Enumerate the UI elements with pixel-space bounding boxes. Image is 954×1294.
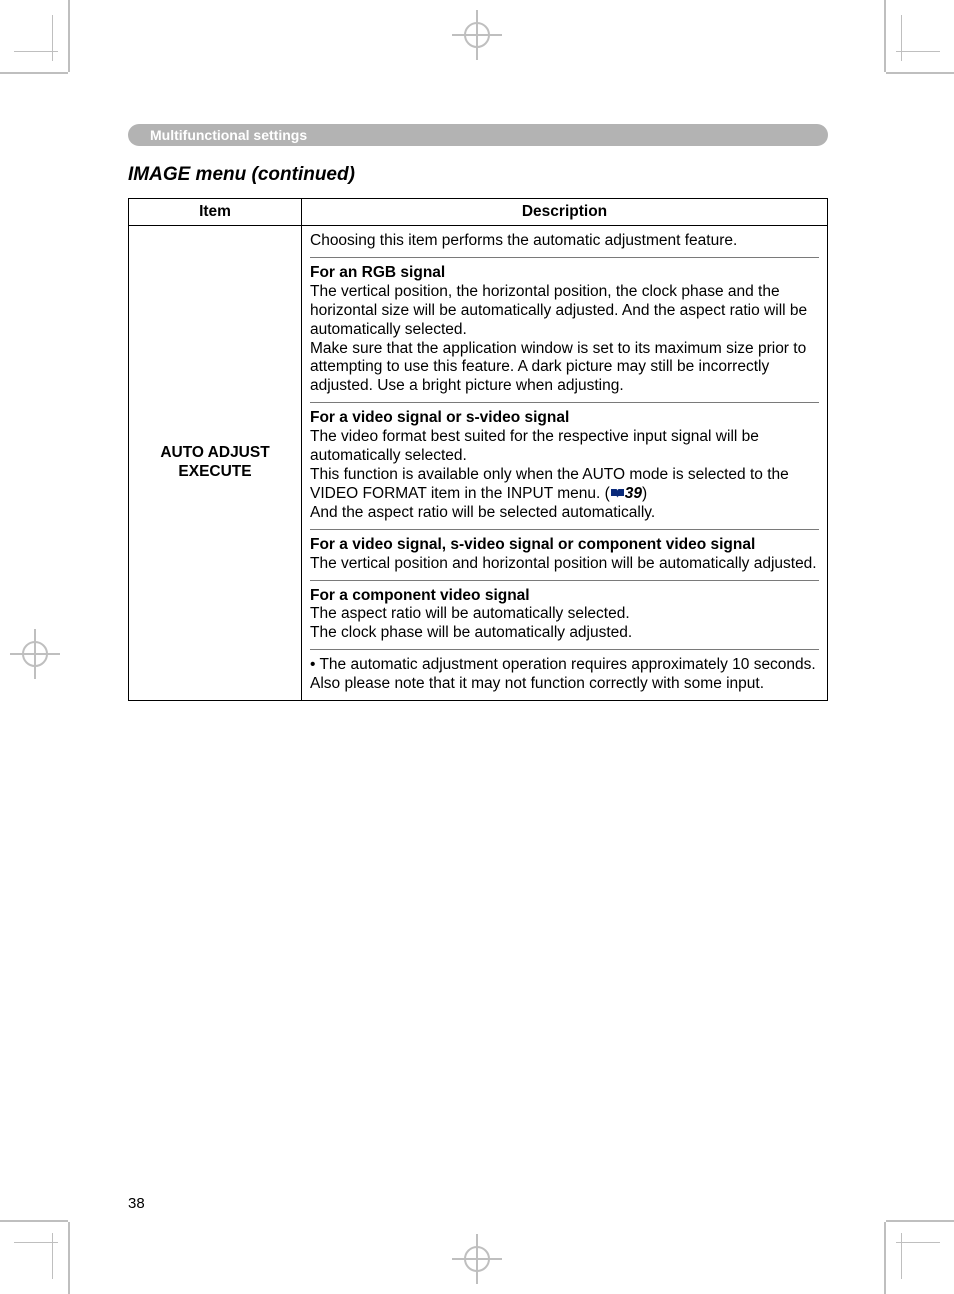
desc-video-body3: And the aspect ratio will be selected au…	[310, 504, 655, 521]
crop-mark	[886, 72, 954, 74]
section-bar: Multifunctional settings	[128, 124, 828, 146]
description-cell: Choosing this item performs the automati…	[302, 226, 828, 701]
desc-mixed-body: The vertical position and horizontal pos…	[310, 555, 817, 572]
desc-comp-body: The aspect ratio will be automatically s…	[310, 605, 632, 641]
crop-mark	[901, 15, 902, 61]
registration-mark-icon	[452, 1234, 502, 1284]
desc-rgb-head: For an RGB signal	[310, 264, 445, 281]
crop-mark	[884, 0, 886, 72]
desc-component: For a component video signal The aspect …	[310, 585, 819, 646]
desc-video-body1: The video format best suited for the res…	[310, 428, 759, 464]
col-header-description: Description	[302, 199, 828, 226]
item-name-line2: EXECUTE	[178, 463, 251, 480]
crop-mark	[896, 1242, 940, 1243]
crop-mark	[886, 1220, 954, 1222]
crop-mark	[884, 1222, 886, 1294]
settings-table: Item Description AUTO ADJUST EXECUTE Cho…	[128, 198, 828, 701]
desc-rgb: For an RGB signal The vertical position,…	[310, 262, 819, 398]
crop-mark	[0, 72, 68, 74]
desc-mixed: For a video signal, s-video signal or co…	[310, 534, 819, 576]
crop-mark	[52, 15, 53, 61]
desc-video-body2a: This function is available only when the…	[310, 466, 789, 502]
desc-video: For a video signal or s-video signal The…	[310, 407, 819, 524]
registration-mark-icon	[10, 629, 60, 679]
item-cell: AUTO ADJUST EXECUTE	[129, 226, 302, 701]
desc-intro: Choosing this item performs the automati…	[310, 230, 819, 253]
item-name-line1: AUTO ADJUST	[160, 444, 269, 461]
crop-mark	[896, 51, 940, 52]
crop-mark	[901, 1233, 902, 1279]
menu-title: IMAGE menu (continued)	[128, 164, 828, 186]
crop-mark	[68, 1222, 70, 1294]
desc-note: • The automatic adjustment operation req…	[310, 654, 819, 696]
col-header-item: Item	[129, 199, 302, 226]
table-row: AUTO ADJUST EXECUTE Choosing this item p…	[129, 226, 828, 701]
ref-page-number: 39	[625, 485, 642, 502]
desc-video-head: For a video signal or s-video signal	[310, 409, 569, 426]
desc-rgb-body: The vertical position, the horizontal po…	[310, 283, 807, 395]
crop-mark	[0, 1220, 68, 1222]
page-content: Multifunctional settings IMAGE menu (con…	[128, 124, 828, 701]
registration-mark-icon	[452, 10, 502, 60]
book-icon	[610, 486, 625, 497]
page-number: 38	[128, 1195, 145, 1212]
crop-mark	[52, 1233, 53, 1279]
crop-mark	[68, 0, 70, 72]
desc-mixed-head: For a video signal, s-video signal or co…	[310, 536, 755, 553]
desc-comp-head: For a component video signal	[310, 587, 530, 604]
desc-video-body2b: )	[642, 485, 647, 502]
